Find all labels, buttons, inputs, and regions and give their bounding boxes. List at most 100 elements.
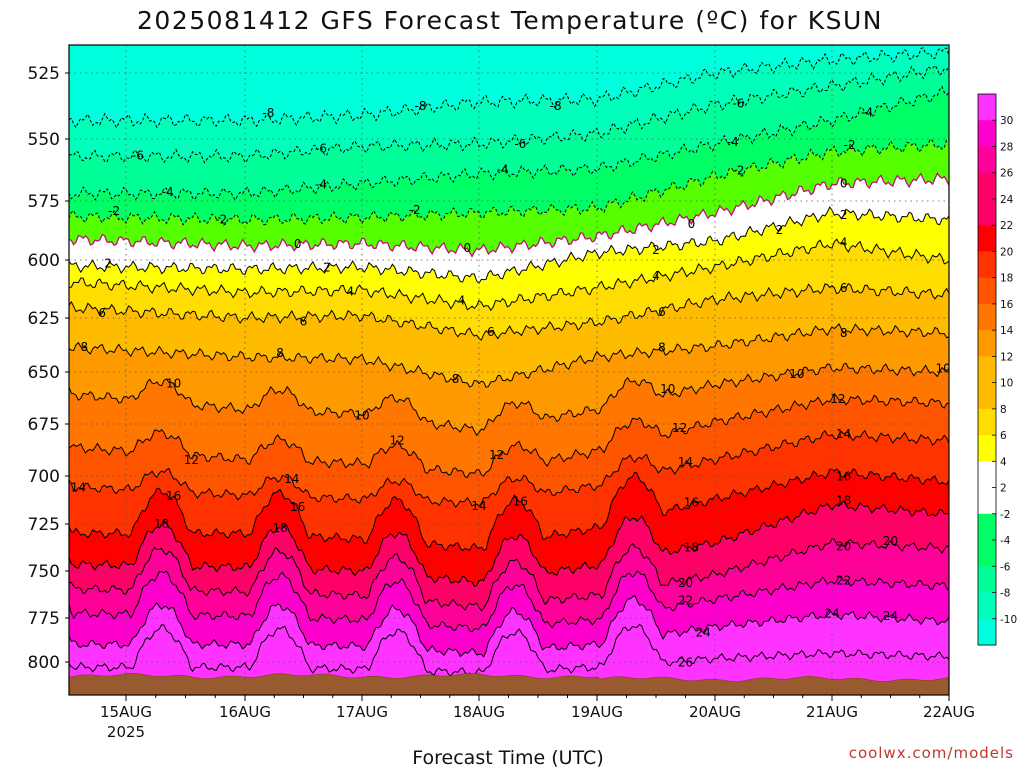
colorbar-tick-label: -8 <box>1000 588 1010 600</box>
x-tick-label: 21AUG <box>806 703 858 721</box>
contour-label: -6 <box>315 141 327 155</box>
colorbar-swatch <box>978 120 996 147</box>
x-year-label: 2025 <box>107 723 145 741</box>
colorbar-tick-label: 14 <box>1000 325 1014 337</box>
contour-label: 2 <box>323 261 331 275</box>
contour-label: -8 <box>262 106 274 120</box>
contour-label: 20 <box>678 576 693 590</box>
y-tick-label: 600 <box>28 251 60 271</box>
colorbar-swatch <box>978 199 996 226</box>
contour-label: 0 <box>840 177 848 191</box>
y-tick-label: 775 <box>28 609 60 629</box>
colorbar-swatch <box>978 146 996 174</box>
colorbar-swatch <box>978 592 996 620</box>
y-tick-label: 575 <box>28 192 60 212</box>
contour-label: -4 <box>497 163 509 177</box>
contour-label: 18 <box>272 521 287 535</box>
y-tick-label: 525 <box>28 64 60 84</box>
colorbar-swatch <box>978 382 996 410</box>
contour-label: -2 <box>215 213 227 227</box>
contour-24 <box>69 594 949 658</box>
colorbar-swatch <box>978 513 996 541</box>
contour-0 <box>69 172 949 258</box>
contour-label: 4 <box>346 285 354 299</box>
contour-label: -8 <box>415 99 427 113</box>
contour-label: 6 <box>98 306 106 320</box>
x-tick-label: 20AUG <box>689 703 741 721</box>
colorbar-tick-label: 12 <box>1000 351 1013 363</box>
contour-label: 24 <box>824 606 839 620</box>
contour-label: 16 <box>836 470 851 484</box>
contour-label: 16 <box>290 500 305 514</box>
y-tick-label: 650 <box>28 363 60 383</box>
contour-label: 14 <box>471 499 486 513</box>
contour-label: 12 <box>489 448 504 462</box>
colorbar-swatch <box>978 566 996 593</box>
contour-6 <box>69 282 949 341</box>
contour-label: 14 <box>71 481 86 495</box>
contour-label: 8 <box>276 346 284 360</box>
contour-label: 8 <box>840 326 848 340</box>
contour-label: 22 <box>836 574 851 588</box>
contour--6 <box>69 64 949 164</box>
colorbar-swatch <box>978 330 996 357</box>
contour-label: 0 <box>294 237 302 251</box>
x-tick-label: 15AUG <box>100 703 152 721</box>
contour-label: -2 <box>108 204 120 218</box>
x-tick-label: 22AUG <box>923 703 975 721</box>
y-tick-label: 750 <box>28 562 60 582</box>
colorbar-tick-label: 10 <box>1000 378 1013 390</box>
contour-label: 8 <box>452 372 460 386</box>
x-tick-label: 19AUG <box>571 703 623 721</box>
contour-26 <box>69 623 949 677</box>
contour--8 <box>69 47 949 129</box>
contour-label: -4 <box>162 185 174 199</box>
contour-label: -4 <box>727 135 739 149</box>
contour-label: -4 <box>861 105 873 119</box>
colorbar-swatch <box>978 356 996 384</box>
contour-label: 10 <box>789 367 804 381</box>
contour-label: 6 <box>300 314 308 328</box>
contour-label: 12 <box>672 421 687 435</box>
colorbar-swatch <box>978 435 996 462</box>
colorbar-tick-label: 6 <box>1000 430 1007 442</box>
contour-labels: -8-8 -8-6-6 -6-6-4-4-4-4-4-2-2-2-2-22 22220… <box>71 97 949 670</box>
contour-label: 20 <box>836 539 851 553</box>
colorbar-tick-label: -4 <box>1000 535 1011 547</box>
colorbar-tick-label: 26 <box>1000 168 1014 180</box>
y-tick-label: 625 <box>28 309 60 329</box>
contour-label: 14 <box>836 427 851 441</box>
contour-label: 16 <box>513 495 528 509</box>
contour-label: 18 <box>836 494 851 508</box>
contour-8 <box>69 323 949 388</box>
contour-label: -2 <box>409 203 421 217</box>
temperature-bands <box>69 45 949 695</box>
contour-label: 10 <box>660 382 675 396</box>
colorbar-tick-label: 18 <box>1000 273 1013 285</box>
contour-label: -8 <box>550 99 562 113</box>
contour-label: 4 <box>652 269 660 283</box>
colorbar-frame <box>977 93 997 646</box>
colorbar-swatch <box>978 408 996 436</box>
chart-title: 2025081412 GFS Forecast Temperature (ºC)… <box>137 6 883 35</box>
contour-label: 4 <box>840 236 848 250</box>
contour-label: 10 <box>354 409 369 423</box>
colorbar-swatch <box>978 461 996 488</box>
contour--2 <box>69 138 949 227</box>
y-axis: 525 550 575 600 625 650 675 700 725 750 775 800 <box>28 64 69 673</box>
contour-label: 8 <box>80 340 88 354</box>
contour-label: 6 <box>658 305 666 319</box>
contour-12 <box>69 392 949 479</box>
contour-label: 2 <box>776 223 784 237</box>
contour-label: 12 <box>389 434 404 448</box>
contour-label: 2 <box>840 208 848 222</box>
contour-label: 14 <box>284 472 299 486</box>
contour-label: 2 <box>652 243 660 257</box>
contour-label: 0 <box>688 217 696 231</box>
contour-label: 0 <box>463 241 471 255</box>
colorbar-swatch <box>978 251 996 279</box>
x-tick-label: 18AUG <box>453 703 505 721</box>
contour-label: 16 <box>684 496 699 510</box>
contour-label: 18 <box>684 541 699 555</box>
